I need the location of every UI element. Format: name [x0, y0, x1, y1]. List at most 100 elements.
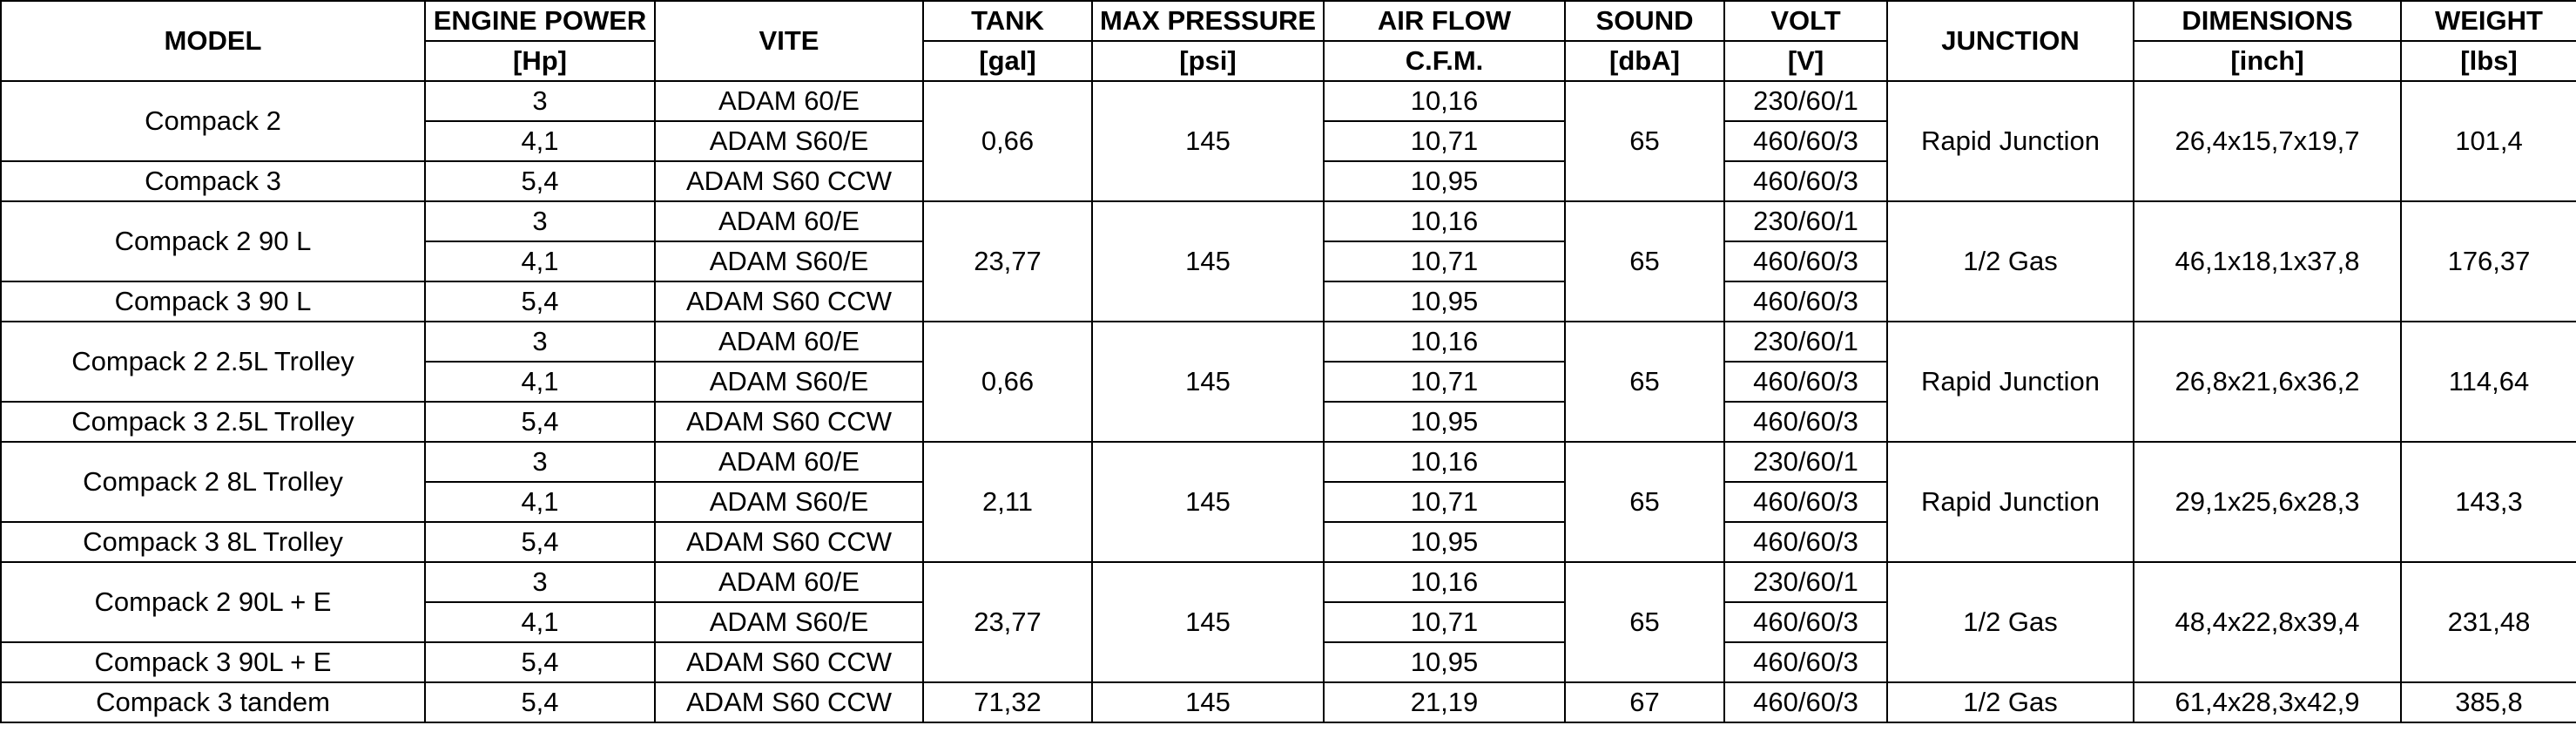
header-dimensions: DIMENSIONS: [2133, 0, 2402, 42]
model-cell: Compack 3 tandem: [0, 681, 426, 723]
model-cell: Compack 3 90L + E: [0, 641, 426, 683]
vite-cell: ADAM S60 CCW: [654, 521, 924, 563]
table-row: Compack 2 90L + E 3 ADAM 60/E 23,77 145 …: [0, 561, 2576, 683]
pressure-cell: 145: [1091, 441, 1325, 563]
tank-cell: 0,66: [922, 80, 1093, 202]
power-cell: 4,1: [424, 361, 656, 403]
vite-cell: ADAM S60 CCW: [654, 401, 924, 443]
dimensions-cell: 46,1x18,1x37,8: [2133, 200, 2402, 322]
volt-cell: 230/60/1: [1723, 200, 1888, 242]
airflow-cell: 10,16: [1323, 200, 1566, 242]
model-cell: Compack 2 2.5L Trolley: [0, 321, 426, 403]
airflow-cell: 10,16: [1323, 441, 1566, 483]
power-cell: 3: [424, 80, 656, 122]
model-cell: Compack 3: [0, 160, 426, 202]
tank-cell: 23,77: [922, 200, 1093, 322]
model-cell: Compack 2 90L + E: [0, 561, 426, 643]
table-row: Compack 3 90L + E 5,4 ADAM S60 CCW 10,95…: [0, 641, 2576, 683]
header-vite: VITE: [654, 0, 924, 82]
airflow-cell: 10,95: [1323, 641, 1566, 683]
junction-cell: Rapid Junction: [1886, 441, 2134, 563]
tank-cell: 2,11: [922, 441, 1093, 563]
junction-cell: 1/2 Gas: [1886, 561, 2134, 683]
volt-cell: 460/60/3: [1723, 641, 1888, 683]
power-cell: 4,1: [424, 481, 656, 523]
header-unit-row: [Hp] [gal] [psi] C.F.M. [dbA] [V] [inch]…: [1, 40, 2576, 82]
power-cell: 5,4: [424, 641, 656, 683]
header-junction: JUNCTION: [1886, 0, 2134, 82]
weight-cell: 176,37: [2400, 200, 2576, 322]
sound-cell: 65: [1564, 80, 1725, 202]
model-cell: Compack 3 90 L: [0, 281, 426, 322]
header-tank: TANK: [922, 0, 1093, 42]
header-max-pressure: MAX PRESSURE: [1091, 0, 1325, 42]
vite-cell: ADAM S60/E: [654, 481, 924, 523]
table-row: Compack 2 90 L 3 ADAM 60/E 23,77 145 10,…: [0, 200, 2576, 322]
model-cell: Compack 3 2.5L Trolley: [0, 401, 426, 443]
table-row: Compack 3 tandem 5,4 ADAM S60 CCW 71,32 …: [0, 681, 2576, 723]
airflow-cell: 10,16: [1323, 80, 1566, 122]
weight-cell: 231,48: [2400, 561, 2576, 683]
vite-cell: ADAM 60/E: [654, 441, 924, 483]
power-cell: 3: [424, 200, 656, 242]
power-cell: 5,4: [424, 681, 656, 723]
volt-cell: 460/60/3: [1723, 160, 1888, 202]
power-cell: 3: [424, 441, 656, 483]
vite-cell: ADAM 60/E: [654, 80, 924, 122]
airflow-cell: 10,71: [1323, 120, 1566, 162]
tank-cell: 71,32: [922, 681, 1093, 723]
junction-cell: 1/2 Gas: [1886, 200, 2134, 322]
volt-cell: 460/60/3: [1723, 281, 1888, 322]
vite-cell: ADAM S60 CCW: [654, 641, 924, 683]
table-row: Compack 2 8L Trolley 3 ADAM 60/E 2,11 14…: [0, 441, 2576, 563]
vite-cell: ADAM S60/E: [654, 601, 924, 643]
table-row: 4,1 ADAM S60/E 10,71 460/60/3: [1, 601, 2576, 643]
power-cell: 4,1: [424, 120, 656, 162]
dimensions-cell: 61,4x28,3x42,9: [2133, 681, 2402, 723]
vite-cell: ADAM S60 CCW: [654, 681, 924, 723]
power-cell: 5,4: [424, 160, 656, 202]
table-row: Compack 2 3 ADAM 60/E 0,66 145 10,16 65 …: [0, 80, 2576, 202]
header-volt: VOLT: [1723, 0, 1888, 42]
vite-cell: ADAM 60/E: [654, 561, 924, 603]
header-weight: WEIGHT: [2400, 0, 2576, 42]
pressure-cell: 145: [1091, 200, 1325, 322]
volt-cell: 230/60/1: [1723, 321, 1888, 363]
table-body: Compack 2 3 ADAM 60/E 0,66 145 10,16 65 …: [0, 80, 2576, 723]
power-cell: 5,4: [424, 401, 656, 443]
pressure-cell: 145: [1091, 321, 1325, 443]
volt-cell: 460/60/3: [1723, 361, 1888, 403]
table-header: MODEL ENGINE POWER VITE TANK MAX PRESSUR…: [0, 0, 2576, 82]
vite-cell: ADAM S60/E: [654, 241, 924, 282]
power-cell: 4,1: [424, 241, 656, 282]
table-row: Compack 3 5,4 ADAM S60 CCW 10,95 460/60/…: [0, 160, 2576, 202]
volt-cell: 230/60/1: [1723, 80, 1888, 122]
table-row: 4,1 ADAM S60/E 10,71 460/60/3: [1, 481, 2576, 523]
sound-cell: 67: [1564, 681, 1725, 723]
vite-cell: ADAM S60/E: [654, 120, 924, 162]
airflow-cell: 10,95: [1323, 521, 1566, 563]
sound-cell: 65: [1564, 561, 1725, 683]
table-row: Compack 2 2.5L Trolley 3 ADAM 60/E 0,66 …: [0, 321, 2576, 443]
header-row: MODEL ENGINE POWER VITE TANK MAX PRESSUR…: [0, 0, 2576, 82]
airflow-cell: 10,71: [1323, 361, 1566, 403]
power-cell: 5,4: [424, 281, 656, 322]
airflow-cell: 21,19: [1323, 681, 1566, 723]
pressure-cell: 145: [1091, 561, 1325, 683]
header-sound: SOUND: [1564, 0, 1725, 42]
unit-volt: [V]: [1723, 40, 1888, 82]
table-row: 4,1 ADAM S60/E 10,71 460/60/3: [1, 241, 2576, 282]
volt-cell: 460/60/3: [1723, 681, 1888, 723]
vite-cell: ADAM 60/E: [654, 321, 924, 363]
table-row: 4,1 ADAM S60/E 10,71 460/60/3: [1, 361, 2576, 403]
volt-cell: 460/60/3: [1723, 601, 1888, 643]
unit-max-pressure: [psi]: [1091, 40, 1325, 82]
table-row: Compack 3 2.5L Trolley 5,4 ADAM S60 CCW …: [0, 401, 2576, 443]
airflow-cell: 10,95: [1323, 160, 1566, 202]
airflow-cell: 10,95: [1323, 401, 1566, 443]
power-cell: 5,4: [424, 521, 656, 563]
volt-cell: 460/60/3: [1723, 481, 1888, 523]
dimensions-cell: 29,1x25,6x28,3: [2133, 441, 2402, 563]
dimensions-cell: 48,4x22,8x39,4: [2133, 561, 2402, 683]
model-cell: Compack 2 8L Trolley: [0, 441, 426, 523]
